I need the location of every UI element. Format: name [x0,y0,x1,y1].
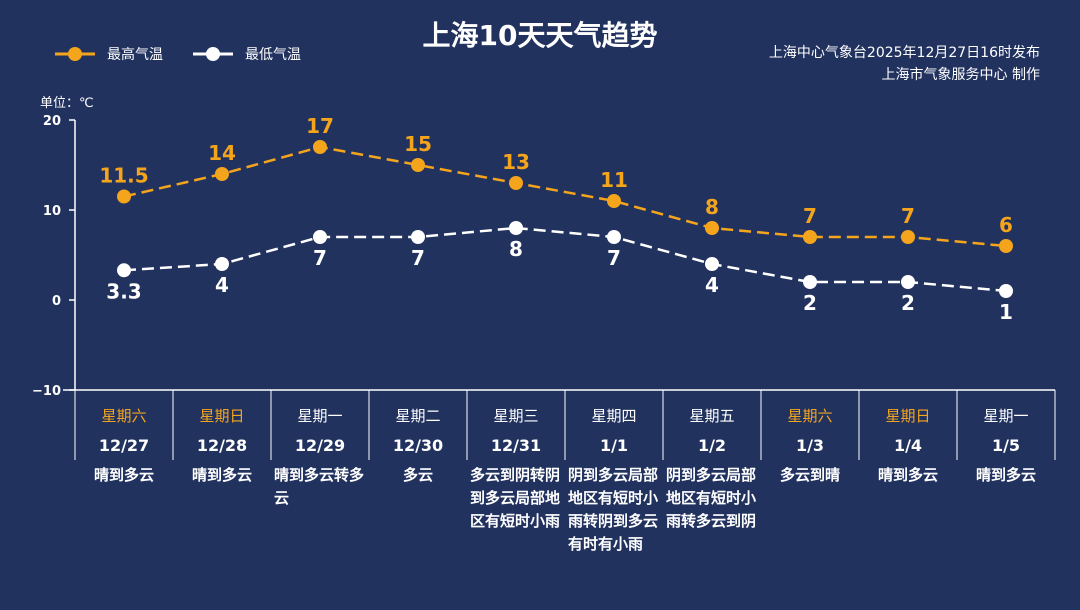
low-temp-point [509,221,523,235]
high-temp-point [901,230,915,244]
weather-description: 到多云局部地 [470,489,560,507]
high-temp-point [117,189,131,204]
weekday-label: 星期日 [199,407,244,425]
legend-item-low: 最低气温 [193,44,301,64]
weekday-label: 星期三 [493,407,538,425]
date-label: 1/4 [894,436,922,455]
high-temp-label: 7 [901,204,915,228]
weekday-label: 星期日 [885,407,930,425]
low-temp-label: 4 [215,273,229,297]
weekday-label: 星期六 [787,407,832,425]
date-label: 1/2 [698,436,726,455]
high-temp-label: 13 [502,150,530,174]
issuer-line-2: 上海市气象服务中心 制作 [881,67,1040,83]
date-label: 12/27 [99,436,149,455]
weather-description: 晴到多云 [94,466,154,484]
weather-description: 多云到晴 [780,466,840,484]
issuer-line-1: 上海中心气象台2025年12月27日16时发布 [768,45,1040,61]
low-temp-point [705,257,719,271]
date-label: 12/28 [197,436,247,455]
high-temp-label: 7 [803,204,817,228]
weather-description: 晴到多云 [192,466,252,484]
weather-description: 晴到多云 [878,466,938,484]
high-temp-point [803,230,817,244]
high-temp-point [411,158,425,172]
date-label: 1/3 [796,436,824,455]
weekday-label: 星期二 [395,407,440,425]
high-temp-point [999,239,1013,253]
low-temp-point [803,275,817,289]
y-tick-label: 0 [52,294,61,309]
weather-description: 晴到多云转多 [274,466,364,484]
weather-description: 有时有小雨 [568,535,643,553]
low-temp-label: 1 [999,300,1013,324]
low-temp-point [411,230,425,244]
low-temp-point [117,263,131,278]
high-temp-line [123,145,1007,248]
weather-description: 雨转多云到阴 [666,512,756,530]
low-temp-label: 8 [509,237,523,261]
y-tick-label: −10 [32,384,61,399]
low-temp-line [123,226,1007,293]
weather-description: 阴到多云局部 [568,466,658,484]
high-temp-label: 11.5 [99,164,148,188]
legend-high-marker-icon [55,47,95,61]
legend-low-label: 最低气温 [245,47,301,63]
unit-label: 单位：℃ [40,96,94,111]
low-temp-point [999,284,1013,298]
high-temp-label: 6 [999,213,1013,237]
high-temp-point [313,140,327,154]
legend: 最高气温 最低气温 [55,44,331,64]
high-temp-point [607,194,621,208]
date-label: 12/31 [491,436,541,455]
low-temp-point [607,230,621,244]
date-label: 12/30 [393,436,443,455]
issuer-info: 上海中心气象台2025年12月27日16时发布 上海市气象服务中心 制作 [769,42,1040,86]
weekday-label: 星期六 [101,407,146,425]
low-temp-point [215,257,229,271]
chart-title: 上海10天天气趋势 [422,19,658,52]
high-temp-label: 15 [404,132,432,156]
date-label: 12/29 [295,436,345,455]
weekday-label: 星期一 [297,407,342,425]
low-temp-point [313,230,327,244]
legend-low-marker-icon [193,47,233,61]
low-temp-label: 4 [705,273,719,297]
weather-description: 阴到多云局部 [666,466,756,484]
weather-description: 区有短时小雨 [470,512,560,530]
high-temp-point [215,167,229,181]
low-temp-point [901,275,915,289]
weather-description: 云 [274,489,289,507]
low-temp-label: 2 [901,291,915,315]
low-temp-label: 3.3 [106,279,141,303]
y-tick-label: 10 [43,204,61,219]
high-temp-label: 14 [208,141,236,165]
date-label: 1/5 [992,436,1020,455]
low-temp-label: 2 [803,291,817,315]
weather-description: 雨转阴到多云 [568,512,658,530]
low-temp-label: 7 [313,246,327,270]
y-tick-label: 20 [43,114,61,129]
high-temp-label: 11 [600,168,628,192]
weather-description: 地区有短时小 [666,489,756,507]
weather-description: 地区有短时小 [568,489,658,507]
high-temp-label: 8 [705,195,719,219]
date-label: 1/1 [600,436,628,455]
weather-description: 多云 [403,466,433,484]
low-temp-label: 7 [607,246,621,270]
legend-high-label: 最高气温 [107,47,163,63]
high-temp-point [509,176,523,190]
weather-description: 晴到多云 [976,466,1036,484]
high-temp-point [705,221,719,235]
legend-item-high: 最高气温 [55,44,163,64]
weekday-label: 星期四 [591,407,636,425]
weekday-label: 星期五 [689,407,734,425]
high-temp-label: 17 [306,114,334,138]
weather-description: 多云到阴转阴 [470,466,560,484]
low-temp-label: 7 [411,246,425,270]
weekday-label: 星期一 [983,407,1028,425]
